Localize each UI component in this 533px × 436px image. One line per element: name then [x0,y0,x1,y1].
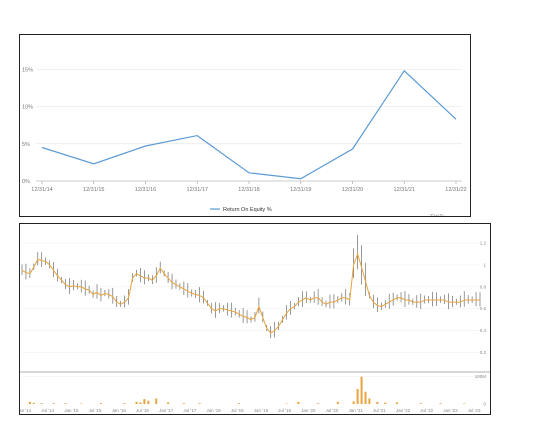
volume-bar [368,398,371,404]
x-tick-label: 12/31/21 [394,187,415,193]
x-tick-label: Jan '21 [348,408,363,413]
volume-bar [80,403,83,404]
y-tick-label: 0.6 [480,306,487,311]
x-tick-label: Jul '18 [231,408,244,413]
x-tick-label: Jul '15 [89,408,102,413]
price-volume-chart: 0.2 0.4 0.6 0.8 1 1.2 100M 0 Jan '14 Jul '14 Jan '… [17,234,490,413]
volume-bar [99,403,102,404]
volume-bar [139,402,142,404]
corner-label: TIKR [430,215,444,216]
x-tick-label: 12/31/19 [290,187,311,193]
volume-bar [419,403,422,404]
x-tick-label: Jan '22 [396,408,411,413]
x-tick-label: 12/31/20 [342,187,363,193]
volume-bar [396,402,399,404]
volume-bar [285,403,288,404]
x-tick-label: 12/31/22 [445,187,466,193]
volume-bar [439,403,442,404]
price-chart-panel: 0.2 0.4 0.6 0.8 1 1.2 100M 0 Jan '14 Jul '14 Jan '… [17,223,491,415]
x-tick-label: Jan '17 [159,408,174,413]
volume-bar [384,402,387,404]
y-tick-label: 0.2 [480,350,487,355]
x-tick-label: Jul '14 [41,408,54,413]
volume-bar [32,402,35,404]
volume-bar [336,401,339,404]
y-tick-label: 1 [483,262,486,267]
volume-bar [297,401,300,404]
volume-bar [352,401,355,404]
volume-bar [123,403,126,404]
x-tick-label: Jul '22 [420,408,433,413]
y-tick-label: 15% [22,67,33,73]
price-line [21,252,480,334]
x-tick-label: 12/31/17 [187,187,208,193]
roe-line-chart: 0% 5% 10% 15% 12/31/14 12/31/15 12/31/16 12/31/… [22,67,467,221]
x-tick-label: 12/31/16 [135,187,156,193]
volume-tick-label: 0 [483,402,486,407]
x-tick-label: Jul '19 [278,408,291,413]
volume-bar [376,401,379,404]
y-tick-label: 1.2 [480,240,487,245]
volume-bar [238,403,241,404]
y-tick-label: 0% [22,179,30,185]
volume-bar [463,403,466,404]
volume-bar [52,403,55,404]
x-tick-label: Jul '23 [468,408,481,413]
x-tick-label: Jul '16 [136,408,149,413]
y-tick-label: 5% [22,142,30,148]
roe-chart-panel: 0% 5% 10% 15% 12/31/14 12/31/15 12/31/16 12/31/… [19,34,471,221]
series-line-roe [41,69,457,180]
x-tick-label: Jul '17 [183,408,196,413]
x-tick-label: 12/31/18 [238,187,259,193]
volume-tick-label: 100M [475,374,487,379]
volume-bar [135,401,138,404]
volume-bar [64,403,67,404]
x-tick-label: Jan '19 [254,408,269,413]
volume-bar [147,400,150,404]
volume-bar [364,391,367,404]
x-tick-label: 12/31/15 [83,187,104,193]
y-tick-label: 0.8 [480,284,487,289]
volume-bar [40,403,43,404]
x-tick-label: Jan '20 [301,408,316,413]
legend-label: Return On Equity % [223,207,272,213]
y-tick-label: 0.4 [480,328,487,333]
volume-bar [143,399,146,404]
volume-bar [360,376,363,404]
x-tick-label: Jan '14 [20,408,32,413]
x-tick-label: Jul '20 [326,408,339,413]
volume-bar [155,398,158,404]
volume-bar [28,401,31,404]
x-tick-label: 12/31/14 [31,187,52,193]
x-tick-label: Jul '21 [373,408,386,413]
x-tick-label: Jan '16 [112,408,127,413]
x-tick-label: Jan '15 [64,408,79,413]
volume-bar [167,402,170,404]
volume-bar [317,403,320,404]
y-tick-label: 10% [22,105,33,111]
x-tick-label: Jan '18 [206,408,221,413]
x-tick-label: Jan '23 [443,408,458,413]
volume-bar [198,403,201,404]
volume-bar [182,403,185,404]
volume-bar [356,389,359,404]
